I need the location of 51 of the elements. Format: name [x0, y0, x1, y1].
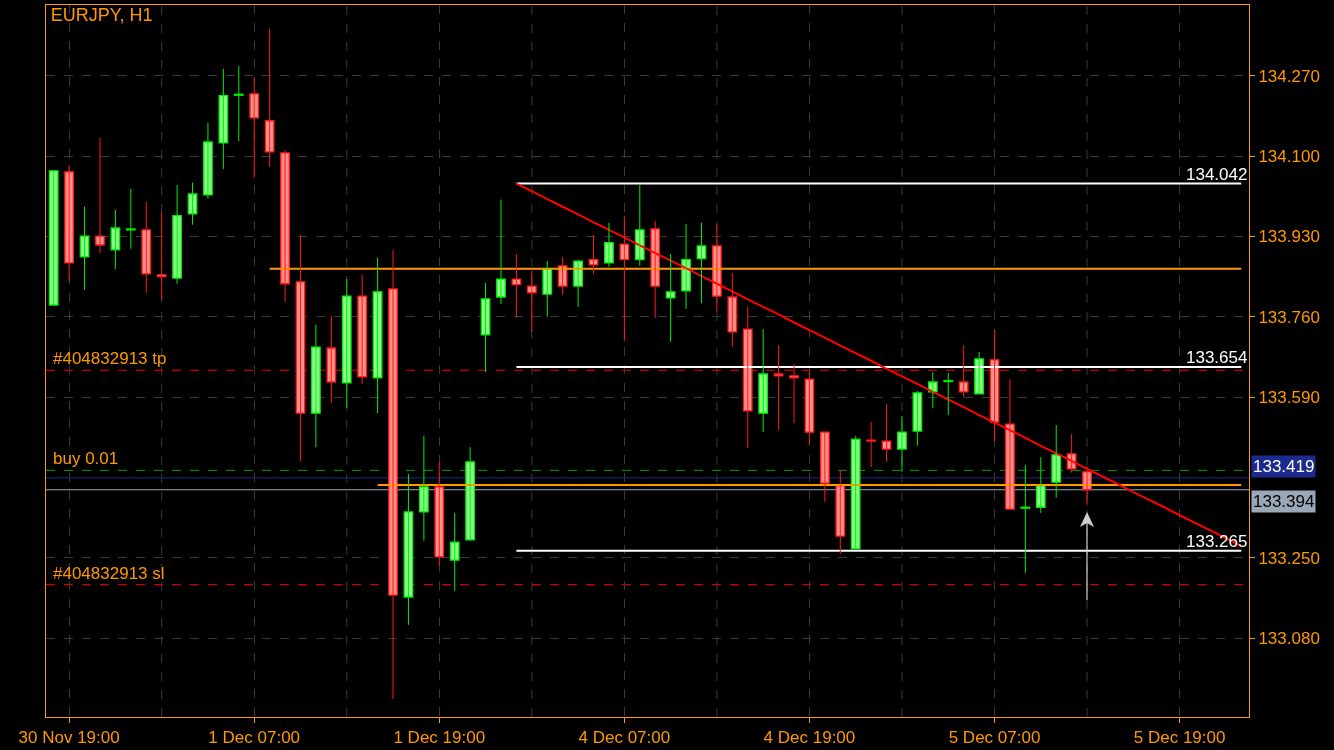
y-tick-label: 134.100: [1258, 147, 1320, 167]
candlestick: [1020, 464, 1031, 574]
x-tick-label: 4 Dec 07:00: [578, 728, 671, 748]
y-tick-label: 133.080: [1258, 629, 1320, 649]
candlestick: [958, 344, 969, 398]
candlestick: [773, 344, 784, 431]
candlestick: [264, 28, 275, 168]
candlestick: [341, 278, 352, 409]
candlestick: [1035, 456, 1046, 514]
candlestick: [218, 68, 229, 170]
candlestick: [727, 272, 738, 348]
y-tick-label: 133.250: [1258, 548, 1320, 568]
ref-line-label: #404832913 sl: [53, 564, 165, 583]
candlestick: [835, 469, 846, 555]
ref-line-label: #404832913 tp: [53, 349, 167, 368]
candlestick: [233, 65, 244, 142]
candlestick: [434, 461, 445, 567]
annotation: 133.654: [1186, 348, 1248, 367]
x-tick-label: 1 Dec 07:00: [208, 728, 301, 748]
candlestick: [1051, 424, 1062, 499]
candlestick: [758, 328, 769, 433]
candlestick: [588, 234, 599, 275]
x-tick-label: 1 Dec 19:00: [393, 728, 486, 748]
y-tick-label: 133.930: [1258, 227, 1320, 247]
ref-line-label: 133.394: [1253, 492, 1315, 511]
candlestick: [249, 77, 260, 179]
y-tick-label: 133.590: [1258, 388, 1320, 408]
candlestick: [526, 270, 537, 333]
y-tick-label: 133.760: [1258, 307, 1320, 327]
x-tick-label: 4 Dec 19:00: [763, 728, 856, 748]
candlestick: [141, 201, 152, 294]
y-tick-label: 134.270: [1258, 66, 1320, 86]
candlestick: [943, 372, 954, 416]
candlestick: [125, 188, 136, 250]
annotation: 134.042: [1186, 165, 1248, 184]
candlestick: [449, 512, 460, 592]
candlestick: [850, 435, 861, 550]
x-tick-label: 5 Dec 07:00: [948, 728, 1041, 748]
ref-line-label: buy 0.01: [53, 449, 119, 468]
candlestick: [742, 306, 753, 449]
candlestick: [326, 315, 337, 404]
candlestick: [619, 215, 630, 342]
candlestick: [357, 274, 368, 385]
x-tick-label: 5 Dec 19:00: [1133, 728, 1226, 748]
candlestick: [866, 421, 877, 468]
ref-line-label: 133.419: [1253, 457, 1315, 476]
x-tick-label: 30 Nov 19:00: [18, 728, 120, 748]
chart-title: EURJPY, H1: [50, 5, 153, 26]
candlestick: [665, 253, 676, 343]
candlestick: [48, 170, 59, 306]
candlestick: [156, 211, 167, 301]
